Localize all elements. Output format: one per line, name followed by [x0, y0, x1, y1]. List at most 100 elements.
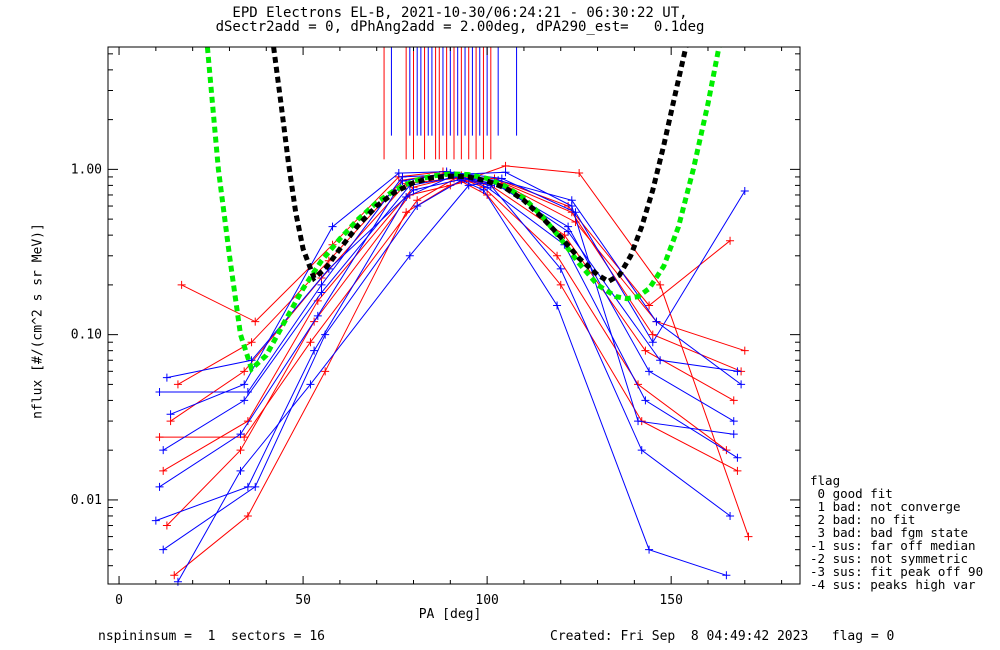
data-point-marker: [722, 446, 731, 455]
data-point-marker: [247, 338, 256, 347]
data-point-marker: [567, 202, 576, 211]
data-point-marker: [564, 227, 573, 236]
data-point-marker: [740, 186, 749, 195]
footer-spin-info: nspininsum = 1 sectors = 16: [98, 629, 325, 644]
data-point-marker: [173, 577, 182, 586]
data-point-marker: [306, 380, 315, 389]
data-point-marker: [637, 446, 646, 455]
data-point-marker: [236, 446, 245, 455]
data-point-marker: [240, 380, 249, 389]
flag-legend-item: 0 good fit: [810, 486, 893, 501]
data-point-marker: [645, 301, 654, 310]
data-point-marker: [497, 174, 506, 183]
data-point-marker: [729, 396, 738, 405]
data-point-marker: [166, 410, 175, 419]
data-point-marker: [501, 168, 510, 177]
data-point-marker: [726, 511, 735, 520]
data-point-marker: [648, 330, 657, 339]
data-point-marker: [317, 288, 326, 297]
data-point-marker: [155, 433, 164, 442]
data-point-marker: [243, 482, 252, 491]
series-line: [173, 165, 749, 576]
black-fit-curve: [271, 47, 689, 285]
flag-legend-item: -4 sus: peaks high var: [810, 577, 976, 592]
data-point-marker: [155, 482, 164, 491]
data-point-marker: [321, 367, 330, 376]
data-point-marker: [243, 387, 252, 396]
data-point-marker: [645, 367, 654, 376]
data-point-marker: [405, 251, 414, 260]
data-point-marker: [575, 169, 584, 178]
data-point-marker: [240, 367, 249, 376]
x-tick-label: 50: [295, 593, 311, 608]
data-point-marker: [328, 222, 337, 231]
data-point-marker: [479, 186, 488, 195]
data-point-marker: [317, 280, 326, 289]
data-point-marker: [656, 280, 665, 289]
data-point-marker: [159, 446, 168, 455]
x-tick-label: 150: [659, 593, 682, 608]
data-point-marker: [236, 430, 245, 439]
data-point-marker: [726, 236, 735, 245]
series-line: [162, 174, 742, 472]
data-point-marker: [648, 338, 657, 347]
data-point-marker: [402, 193, 411, 202]
data-point-marker: [413, 202, 422, 211]
data-point-marker: [243, 511, 252, 520]
flag-legend-item: -1 sus: far off median: [810, 538, 976, 553]
data-point-marker: [162, 521, 171, 530]
data-point-marker: [634, 417, 643, 426]
data-point-marker: [409, 186, 418, 195]
data-point-marker: [464, 181, 473, 190]
x-axis-label: PA [deg]: [418, 607, 482, 622]
flag-legend: flag 0 good fit 1 bad: not converge 2 ba…: [810, 474, 983, 591]
y-tick-label: 1.00: [71, 162, 102, 177]
flag-legend-item: 3 bad: bad fgm state: [810, 525, 969, 540]
data-point-marker: [571, 208, 580, 217]
data-point-marker: [737, 380, 746, 389]
data-point-marker: [556, 264, 565, 273]
y-tick-label: 0.10: [71, 328, 102, 343]
series-line: [177, 172, 727, 451]
data-point-marker: [553, 301, 562, 310]
x-tick-label: 0: [115, 593, 123, 608]
data-point-marker: [162, 373, 171, 382]
series-line: [166, 180, 745, 526]
data-point-marker: [729, 430, 738, 439]
data-point-marker: [321, 330, 330, 339]
data-point-marker: [159, 545, 168, 554]
data-point-marker: [155, 387, 164, 396]
flag-legend-item: -2 sus: not symmetric: [810, 551, 969, 566]
data-point-marker: [310, 346, 319, 355]
data-point-marker: [553, 251, 562, 260]
x-tick-label: 100: [475, 593, 498, 608]
data-point-marker: [652, 317, 661, 326]
flag-legend-title: flag: [810, 473, 841, 488]
data-point-marker: [177, 280, 186, 289]
data-point-marker: [641, 346, 650, 355]
data-point-marker: [394, 169, 403, 178]
green-fit-curve: [204, 47, 722, 374]
flag-legend-item: 2 bad: no fit: [810, 512, 916, 527]
data-point-marker: [645, 545, 654, 554]
data-point-marker: [151, 516, 160, 525]
data-point-marker: [402, 208, 411, 217]
data-point-marker: [556, 280, 565, 289]
data-point-marker: [236, 466, 245, 475]
chart-title-line-2: dSectr2add = 0, dPhAng2add = 2.00deg, dP…: [215, 19, 705, 35]
axes: 0 50 100 150 0.01 0.10 1.00: [71, 47, 800, 608]
data-point-marker: [170, 571, 179, 580]
series-line: [170, 171, 746, 415]
data-point-marker: [729, 417, 738, 426]
data-point-marker: [313, 311, 322, 320]
y-tick-label: 0.01: [71, 493, 102, 508]
data-point-marker: [247, 356, 256, 365]
data-point-marker: [740, 346, 749, 355]
data-point-marker: [306, 338, 315, 347]
flag-legend-item: -3 sus: fit peak off 90: [810, 564, 984, 579]
data-point-marker: [656, 356, 665, 365]
data-point-marker: [733, 466, 742, 475]
plot-marks: [151, 47, 753, 586]
plot-frame: [107, 46, 801, 585]
